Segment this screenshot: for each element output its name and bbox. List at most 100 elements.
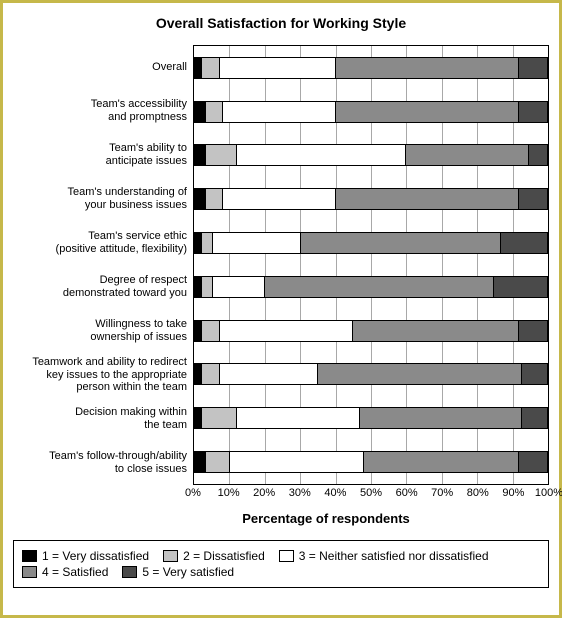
bar-segment-d — [206, 452, 231, 472]
bar-segment-n — [220, 364, 319, 384]
legend: 1 = Very dissatisfied 2 = Dissatisfied 3 =… — [13, 540, 549, 588]
bar-rows — [194, 46, 548, 484]
stacked-bar — [194, 57, 548, 79]
legend-item: 5 = Very satisfied — [122, 565, 234, 579]
category-label: Team's ability toanticipate issues — [13, 133, 193, 177]
bar-segment-vd — [195, 102, 206, 122]
legend-row: 4 = Satisfied 5 = Very satisfied — [22, 565, 540, 579]
bar-segment-vd — [195, 408, 202, 428]
bar-segment-s — [301, 233, 502, 253]
bar-segment-vs — [529, 145, 547, 165]
bar-segment-s — [336, 102, 519, 122]
chart-frame: Overall Satisfaction for Working Style O… — [0, 0, 562, 618]
x-tick: 60% — [396, 487, 418, 499]
bar-segment-n — [223, 102, 336, 122]
bar-row — [194, 46, 548, 90]
legend-item: 4 = Satisfied — [22, 565, 108, 579]
x-axis-ticks: 0%10%20%30%40%50%60%70%80%90%100% — [193, 485, 549, 501]
category-label: Degree of respectdemonstrated toward you — [13, 265, 193, 309]
bar-segment-n — [237, 145, 406, 165]
x-tick: 100% — [535, 487, 562, 499]
bar-segment-d — [206, 102, 224, 122]
stacked-bar — [194, 451, 548, 473]
legend-row: 1 = Very dissatisfied 2 = Dissatisfied 3 =… — [22, 549, 540, 563]
bar-segment-vs — [522, 364, 547, 384]
bar-segment-s — [353, 321, 518, 341]
category-label: Team's understanding ofyour business iss… — [13, 177, 193, 221]
stacked-bar — [194, 363, 548, 385]
category-label: Team's follow-through/abilityto close is… — [13, 441, 193, 485]
bar-row — [194, 265, 548, 309]
bar-segment-d — [202, 233, 213, 253]
bar-row — [194, 134, 548, 178]
bar-segment-s — [336, 189, 519, 209]
legend-swatch — [22, 550, 37, 562]
bar-segment-n — [237, 408, 360, 428]
bar-segment-vs — [519, 321, 547, 341]
x-tick: 20% — [253, 487, 275, 499]
stacked-bar — [194, 276, 548, 298]
bar-segment-vs — [501, 233, 547, 253]
bar-segment-d — [202, 364, 220, 384]
bar-segment-d — [202, 277, 213, 297]
stacked-bar — [194, 407, 548, 429]
bar-segment-vs — [519, 58, 547, 78]
bar-segment-vs — [519, 102, 547, 122]
plot-area — [193, 45, 549, 485]
bar-segment-vs — [494, 277, 547, 297]
bar-row — [194, 309, 548, 353]
bar-segment-vd — [195, 189, 206, 209]
bar-segment-n — [230, 452, 364, 472]
bar-segment-d — [202, 58, 220, 78]
x-tick: 40% — [324, 487, 346, 499]
category-label: Team's accessibilityand promptness — [13, 89, 193, 133]
bar-segment-s — [265, 277, 494, 297]
bar-segment-vd — [195, 233, 202, 253]
legend-label: 1 = Very dissatisfied — [42, 549, 149, 563]
bar-segment-s — [318, 364, 522, 384]
bar-segment-d — [202, 321, 220, 341]
bar-row — [194, 177, 548, 221]
bar-row — [194, 396, 548, 440]
x-tick: 70% — [431, 487, 453, 499]
category-label: Teamwork and ability to redirectkey issu… — [13, 353, 193, 397]
bar-segment-vs — [519, 189, 547, 209]
bar-segment-s — [336, 58, 519, 78]
bar-segment-n — [213, 277, 266, 297]
y-axis-labels: OverallTeam's accessibilityand promptnes… — [13, 45, 193, 485]
bar-segment-vd — [195, 364, 202, 384]
bar-segment-d — [206, 145, 238, 165]
bar-row — [194, 90, 548, 134]
bar-segment-vd — [195, 321, 202, 341]
x-tick: 10% — [218, 487, 240, 499]
category-label: Decision making withinthe team — [13, 397, 193, 441]
legend-label: 2 = Dissatisfied — [183, 549, 265, 563]
category-label: Team's service ethic(positive attitude, … — [13, 221, 193, 265]
bar-segment-vd — [195, 58, 202, 78]
bar-segment-d — [202, 408, 237, 428]
x-tick: 0% — [185, 487, 201, 499]
legend-label: 3 = Neither satisfied nor dissatisfied — [299, 549, 489, 563]
x-tick: 30% — [289, 487, 311, 499]
bar-segment-vd — [195, 145, 206, 165]
bar-segment-n — [220, 321, 354, 341]
legend-label: 5 = Very satisfied — [142, 565, 234, 579]
bar-row — [194, 353, 548, 397]
stacked-bar — [194, 144, 548, 166]
legend-item: 3 = Neither satisfied nor dissatisfied — [279, 549, 489, 563]
chart-area: OverallTeam's accessibilityand promptnes… — [13, 45, 549, 485]
bar-segment-s — [406, 145, 529, 165]
legend-swatch — [22, 566, 37, 578]
category-label: Willingness to takeownership of issues — [13, 309, 193, 353]
bar-segment-n — [223, 189, 336, 209]
x-tick: 50% — [360, 487, 382, 499]
stacked-bar — [194, 232, 548, 254]
legend-label: 4 = Satisfied — [42, 565, 108, 579]
bar-segment-s — [360, 408, 522, 428]
bar-segment-vs — [522, 408, 547, 428]
legend-swatch — [279, 550, 294, 562]
chart-title: Overall Satisfaction for Working Style — [13, 15, 549, 31]
bar-row — [194, 440, 548, 484]
x-axis-title: Percentage of respondents — [103, 511, 549, 526]
bar-segment-vd — [195, 452, 206, 472]
